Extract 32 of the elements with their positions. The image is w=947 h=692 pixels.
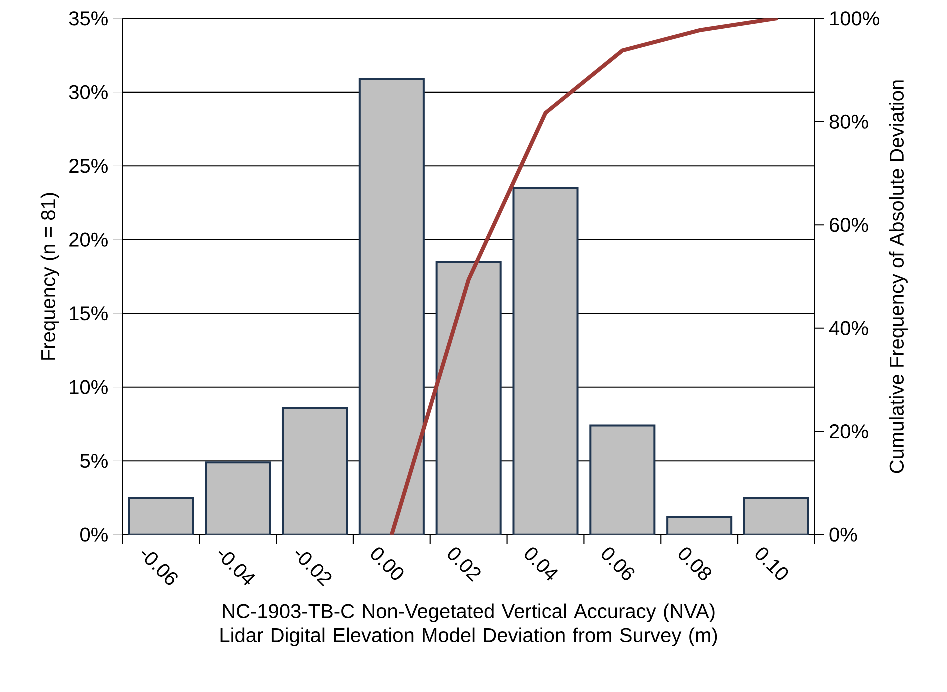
y-tick-label: 20% [70,232,108,247]
bar [282,408,348,535]
y2-tick-label: 0% [830,528,858,542]
y-tick-label: 15% [70,306,108,321]
bar [206,462,270,535]
y-tick-label: 5% [80,454,108,468]
line-series [390,18,778,535]
y2-tick-label: 60% [830,218,868,232]
bar [360,79,424,535]
y2-tick-label: 100% [830,11,880,26]
x-tick-label: -0.06 [142,551,178,585]
y-tick-label: 0% [80,528,108,542]
x-tick-label: 0.04 [525,548,558,581]
x-tick-label: 0.06 [602,548,635,580]
y-axis-title: Frequency (n = 81) [40,193,60,360]
x-axis-title: NC-1903-TB-C Non-Vegetated Vertical Accuracy (NVA) Lidar Digital Elevation Model Deviation from Survey (m) [220,604,718,646]
bar [590,426,655,535]
bar [129,498,194,535]
y-tick-label: 25% [70,158,108,174]
y2-axis-title: Cumulative Frequency of Absolute Deviation [889,80,908,474]
y2-tick-label: 80% [830,114,868,129]
y-tick-label: 10% [70,380,108,394]
x-tick-label: 0.08 [678,548,712,580]
x-tick-label: 0.10 [756,548,788,580]
bar [436,262,501,535]
bar [514,188,578,535]
y2-tick-label: 20% [830,424,868,439]
x-tick-label: 0.00 [371,548,404,580]
y-tick-label: 35% [69,11,108,26]
y-tick-label: 30% [69,85,108,100]
x-tick-label: -0.04 [218,551,256,586]
y2-tick-label: 40% [829,321,868,336]
